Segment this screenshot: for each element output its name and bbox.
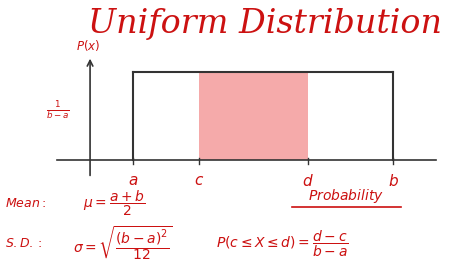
Text: $P(c \leq X \leq d) = \dfrac{d-c}{b-a}$: $P(c \leq X \leq d) = \dfrac{d-c}{b-a}$ bbox=[216, 228, 348, 259]
Text: $d$: $d$ bbox=[302, 173, 314, 189]
Text: $P(x)$: $P(x)$ bbox=[75, 38, 100, 53]
Text: $b$: $b$ bbox=[388, 173, 399, 189]
Text: $\mu = \dfrac{a+b}{2}$: $\mu = \dfrac{a+b}{2}$ bbox=[83, 189, 146, 218]
Text: $Mean:$: $Mean:$ bbox=[5, 197, 46, 210]
Text: Uniform Distribution: Uniform Distribution bbox=[89, 8, 442, 40]
Text: $\sigma = \sqrt{\dfrac{(b-a)^2}{12}}$: $\sigma = \sqrt{\dfrac{(b-a)^2}{12}}$ bbox=[73, 225, 173, 262]
Text: $a$: $a$ bbox=[128, 174, 138, 188]
Bar bbox=[199, 72, 308, 160]
Text: $c$: $c$ bbox=[194, 174, 204, 188]
Text: $\frac{1}{b-a}$: $\frac{1}{b-a}$ bbox=[46, 99, 70, 122]
Text: $Probability$: $Probability$ bbox=[308, 186, 384, 205]
Text: $S.D.:$: $S.D.:$ bbox=[5, 237, 42, 250]
